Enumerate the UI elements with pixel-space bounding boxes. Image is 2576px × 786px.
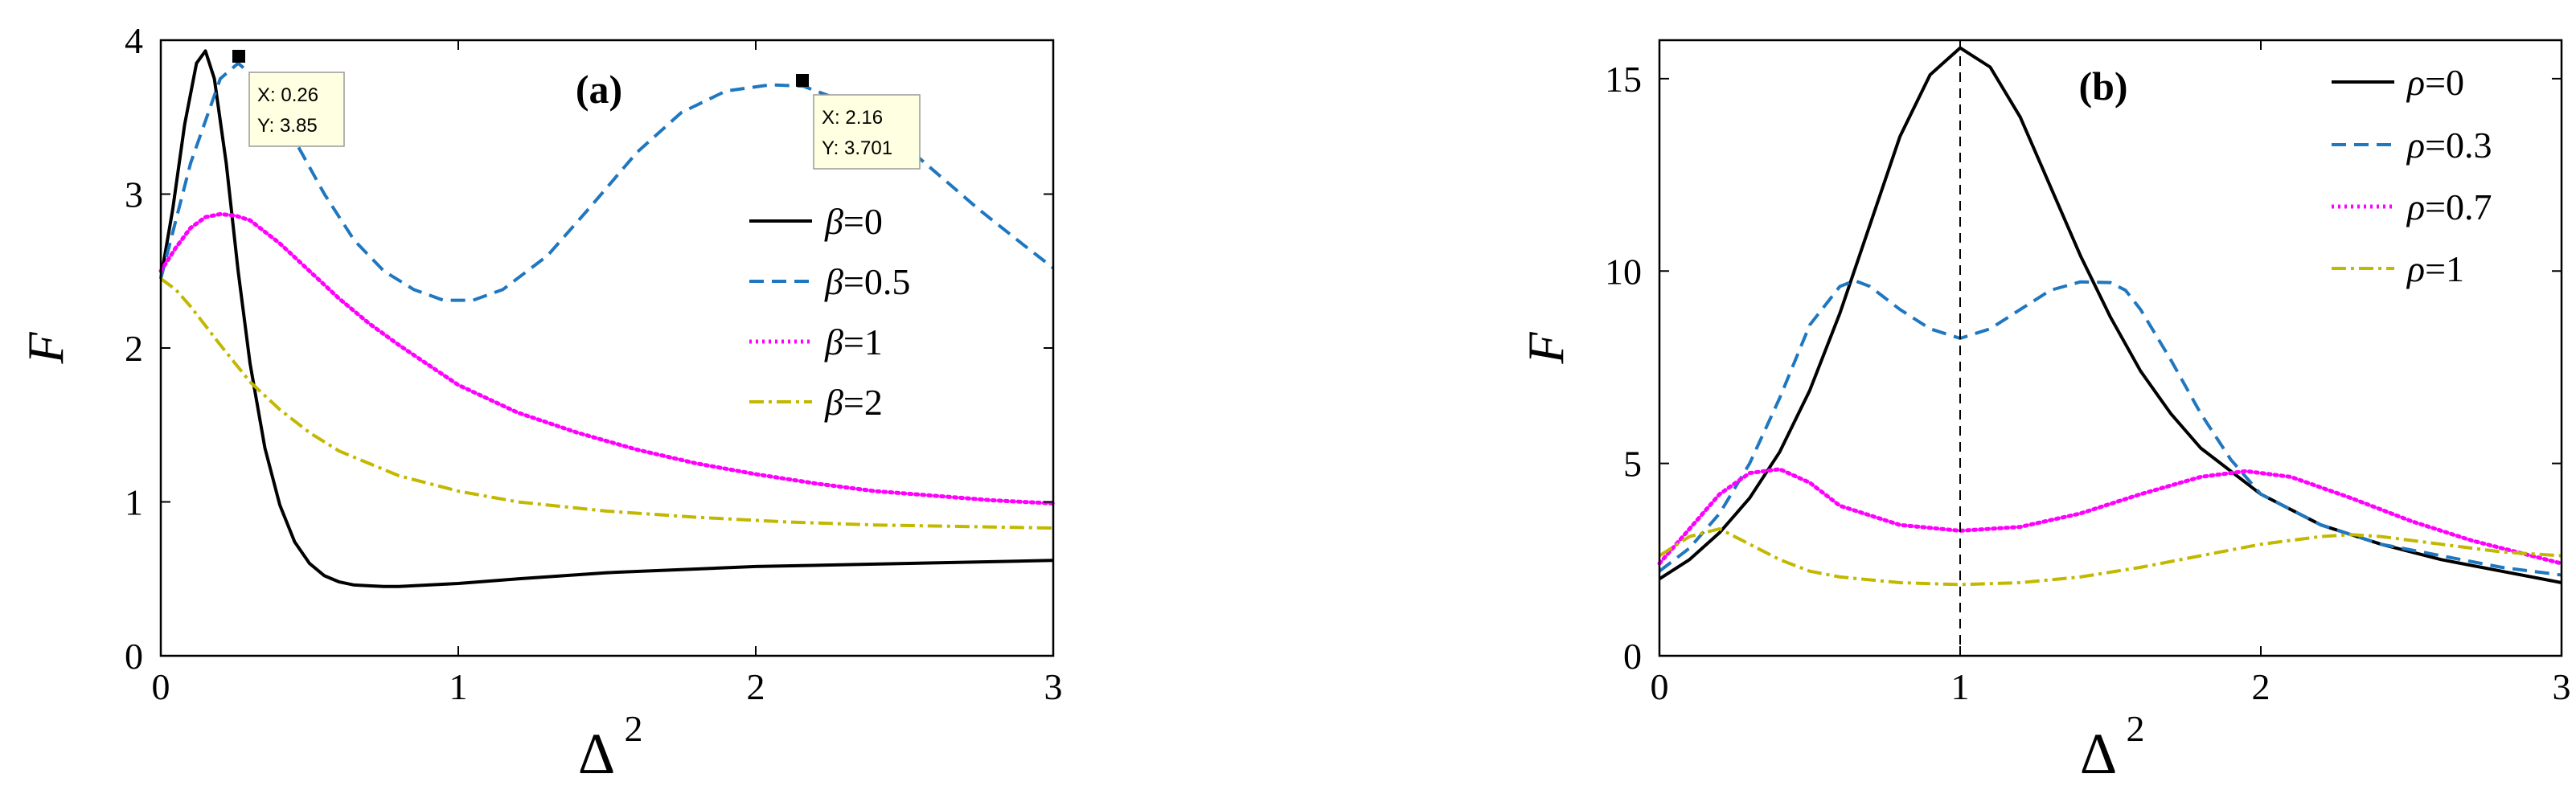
panel-b-xtick-label: 0: [1651, 666, 1669, 707]
panel-b-xlabel-sup: 2: [2127, 708, 2145, 749]
legend-symbol: ρ: [2406, 248, 2425, 289]
panel-a-xtick-label: 2: [747, 666, 765, 707]
legend-item: ρ=0: [2332, 62, 2464, 103]
panel-b-label: (b): [2078, 63, 2127, 108]
panel-b-ticks: 0 1 2 3 0 5 10 15: [1605, 40, 2571, 707]
panel-b-series-layer: [1657, 46, 2564, 587]
panel-a-ytick-label: 0: [125, 636, 143, 677]
svg-text:β=2: β=2: [824, 382, 883, 423]
panel-a-xlabel-sup: 2: [625, 708, 643, 749]
legend-symbol: β: [824, 382, 843, 423]
panel-a-legend: β=0 β=0.5 β=1 β=2: [749, 201, 910, 423]
data-tip[interactable]: X: 2.16 Y: 3.701: [796, 74, 921, 170]
panel-a-xtick-label: 0: [152, 666, 170, 707]
legend-symbol: ρ: [2406, 186, 2425, 227]
legend-value: =0.5: [843, 261, 910, 302]
panel-a-ylabel: F: [17, 332, 74, 365]
panel-a-xtick-label: 1: [449, 666, 468, 707]
legend-symbol: β: [824, 201, 843, 242]
panel-b-series-line-2: [1657, 467, 2564, 566]
data-tip-x: X: 0.26: [257, 84, 318, 106]
svg-text:ρ=0.3: ρ=0.3: [2406, 125, 2492, 166]
legend-item: β=2: [749, 382, 883, 423]
data-tip-x: X: 2.16: [822, 107, 883, 129]
panel-a-ytick-label: 2: [125, 328, 143, 369]
panel-a-series-line-0: [159, 49, 1054, 588]
legend-symbol: ρ: [2406, 62, 2425, 103]
legend-item: ρ=1: [2332, 248, 2464, 289]
panel-b-xtick-label: 3: [2553, 666, 2571, 707]
svg-text:β=1: β=1: [824, 321, 883, 362]
data-tip-y: Y: 3.701: [822, 137, 892, 159]
legend-value: =1: [2425, 248, 2464, 289]
panel-b-ylabel: F: [1517, 332, 1574, 365]
legend-symbol: β: [824, 261, 843, 302]
legend-value: =0.3: [2425, 125, 2492, 166]
panel-b-series-line-1: [1658, 279, 2562, 577]
legend-value: =0.7: [2425, 186, 2492, 227]
legend-symbol: β: [824, 321, 843, 362]
panel-a-ytick-label: 4: [125, 20, 143, 61]
panel-b-plot-frame: [1658, 39, 2563, 657]
panel-b-legend: ρ=0 ρ=0.3 ρ=0.7 ρ=1: [2332, 62, 2492, 289]
svg-text:ρ=1: ρ=1: [2406, 248, 2464, 289]
panel-b-ytick-label: 15: [1605, 59, 1642, 100]
legend-value: =0: [843, 201, 883, 242]
data-tip-marker: [232, 50, 245, 63]
panel-b-xtick-label: 2: [2252, 666, 2270, 707]
svg-text:ρ=0.7: ρ=0.7: [2406, 186, 2492, 227]
data-tip-box: [813, 94, 921, 170]
legend-symbol: ρ: [2406, 125, 2425, 166]
legend-item: ρ=0.3: [2332, 125, 2492, 166]
panel-a-xtick-label: 3: [1044, 666, 1063, 707]
panel-a-series-line-2: [158, 211, 1056, 506]
panel-a-series-line-3: [159, 277, 1054, 530]
legend-value: =0: [2425, 62, 2464, 103]
data-tip-box: [248, 72, 345, 147]
data-tip-marker: [796, 74, 809, 87]
panel-b-ytick-label: 0: [1623, 636, 1642, 677]
panel-a-label: (a): [576, 67, 622, 112]
legend-item: β=1: [749, 321, 883, 362]
panel-b-ytick-label: 5: [1623, 444, 1642, 485]
panel-b-ytick-label: 10: [1605, 251, 1642, 292]
panel-b-xlabel-base: Δ: [2080, 722, 2117, 786]
panel-a-ytick-label: 3: [125, 174, 143, 215]
svg-text:β=0.5: β=0.5: [824, 261, 910, 302]
legend-item: β=0: [749, 201, 883, 242]
panel-b-xlabel: Δ 2: [2080, 708, 2145, 786]
data-tip-y: Y: 3.85: [257, 115, 318, 137]
legend-value: =2: [843, 382, 883, 423]
legend-value: =1: [843, 321, 883, 362]
panel-a-ticks: 0 1 2 3 0 1 2 3 4: [125, 20, 1063, 707]
panel-a-ytick-label: 1: [125, 482, 143, 523]
panel-a-xlabel: Δ 2: [578, 708, 643, 786]
panel-a-xlabel-base: Δ: [578, 722, 615, 786]
svg-text:β=0: β=0: [824, 201, 883, 242]
legend-item: ρ=0.7: [2332, 186, 2492, 227]
panel-b-xtick-label: 1: [1951, 666, 1970, 707]
data-tip[interactable]: X: 0.26 Y: 3.85: [232, 50, 345, 147]
legend-item: β=0.5: [749, 261, 910, 302]
svg-text:ρ=0: ρ=0: [2406, 62, 2464, 103]
